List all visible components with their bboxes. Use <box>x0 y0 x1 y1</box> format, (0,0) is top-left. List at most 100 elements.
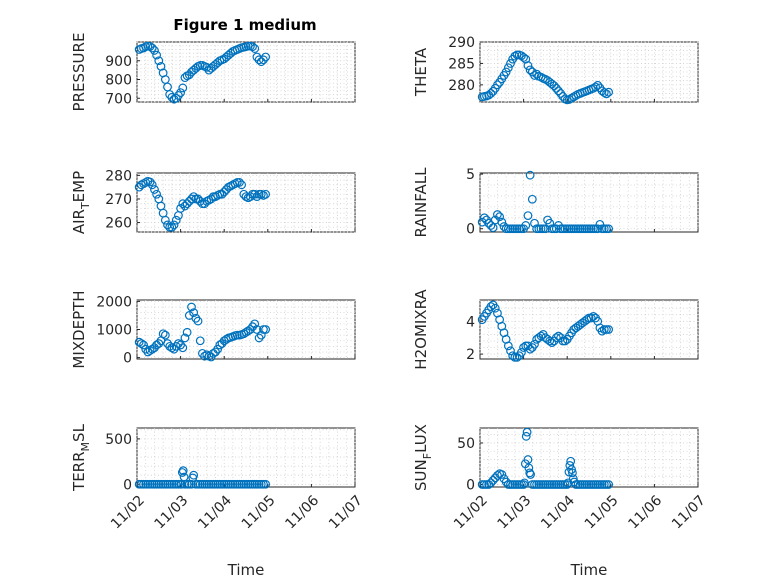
air-temp-point <box>147 180 157 190</box>
pressure-point <box>226 48 236 58</box>
mixdepth-point <box>136 339 146 348</box>
rainfall-point <box>477 217 487 227</box>
sun-flux-point <box>488 475 498 485</box>
sun-flux-point <box>564 467 574 477</box>
pressure-point <box>180 73 190 83</box>
terr-msl-ylabel-subscript: M <box>79 442 92 452</box>
theta-point <box>554 86 563 96</box>
pressure-point <box>250 44 260 53</box>
h2omixra-point <box>490 303 500 313</box>
pressure-point <box>171 93 181 103</box>
mixdepth-axes: 0 1000 2000 MIXDEPTH <box>70 290 356 369</box>
pressure-point <box>261 52 271 62</box>
theta-series <box>477 50 614 105</box>
air-temp-ytick-label: 260 <box>105 216 132 232</box>
pressure-point <box>202 62 212 72</box>
air-temp-point <box>152 189 162 199</box>
mixdepth-point <box>187 302 196 312</box>
h2omixra-point <box>503 341 513 351</box>
air-temp-point <box>167 222 177 232</box>
pressure-ytick-label: 900 <box>105 54 132 70</box>
pressure-point <box>184 70 194 80</box>
mixdepth-point <box>145 346 155 355</box>
theta-point <box>519 53 528 62</box>
mixdepth-point <box>167 343 177 353</box>
sun-flux-point <box>497 470 507 479</box>
mixdepth-point <box>200 351 209 361</box>
sun-flux-ylabel-tail: LUX <box>412 424 430 453</box>
h2omixra-point <box>486 302 496 311</box>
theta-point <box>541 74 550 84</box>
sun-flux-point <box>604 480 614 489</box>
air-temp-ylabel-tail: EMP <box>70 171 88 202</box>
pressure-point <box>139 43 148 53</box>
mixdepth-point <box>180 333 190 343</box>
rainfall-point <box>488 223 498 233</box>
pressure-point <box>147 43 157 53</box>
rainfall-point <box>527 194 537 204</box>
air-temp-point <box>176 203 186 213</box>
theta-point <box>597 86 607 96</box>
air-temp-point <box>235 178 244 187</box>
theta-point <box>551 83 561 93</box>
mixdepth-point <box>202 350 212 360</box>
sun-flux-xtick-label: 11/03 <box>495 493 535 533</box>
pressure-point <box>167 92 177 102</box>
theta-point <box>564 95 574 104</box>
mixdepth-point <box>141 344 151 354</box>
rainfall-series <box>477 170 614 234</box>
sun-flux-point <box>486 478 496 488</box>
h2omixra-point <box>554 331 563 341</box>
theta-point <box>593 80 603 90</box>
theta-point <box>604 87 614 97</box>
rainfall-plot-area <box>479 172 699 233</box>
sun-flux-xtick-label: 11/07 <box>669 493 709 533</box>
terr-msl-ylabel-main: TERR <box>70 451 88 492</box>
mixdepth-point <box>239 329 249 339</box>
mixdepth-point <box>134 337 144 347</box>
mixdepth-point <box>176 340 186 350</box>
sun-flux-ytick-label: 50 <box>457 436 475 452</box>
sun-flux-point <box>566 456 576 466</box>
h2omixra-point <box>506 346 515 356</box>
mixdepth-point <box>256 330 266 340</box>
mixdepth-point <box>165 341 175 351</box>
air-temp-point <box>193 194 203 204</box>
mixdepth-point <box>193 316 203 326</box>
mixdepth-point <box>191 313 201 323</box>
pressure-point <box>256 57 266 67</box>
theta-point <box>493 80 502 90</box>
pressure-point <box>259 55 268 65</box>
terr-msl-xtick-label: 11/04 <box>195 492 235 532</box>
theta-point <box>510 51 520 61</box>
mixdepth-ytick-label: 1000 <box>96 323 132 339</box>
terr-msl-series <box>134 466 271 489</box>
air-temp-ytick-label: 270 <box>105 192 132 208</box>
air-temp-axes: 260 270 280 AIRTEMP <box>70 168 356 234</box>
sun-flux-xtick-label: 11/04 <box>538 492 578 532</box>
rainfall-point <box>486 221 496 230</box>
sun-flux-point <box>526 470 535 479</box>
rainfall-point <box>604 224 614 234</box>
air-temp-point <box>163 220 172 230</box>
terr-msl-plot-area <box>136 427 356 488</box>
terr-msl-ytick-label: 500 <box>105 432 132 448</box>
terr-msl-xtick-label: 11/05 <box>239 493 279 533</box>
mixdepth-ytick-label: 0 <box>123 351 132 367</box>
mixdepth-series <box>134 302 271 362</box>
h2omixra-series <box>477 300 614 362</box>
h2omixra-point <box>508 351 518 361</box>
sun-flux-xtick-label: 11/06 <box>625 492 665 532</box>
mixdepth-point <box>154 339 164 348</box>
h2omixra-point <box>512 352 522 362</box>
terr-msl-xtick-label: 11/02 <box>108 493 148 533</box>
terr-msl-grid <box>136 428 356 487</box>
terr-msl-point <box>187 479 196 489</box>
mixdepth-point <box>169 344 179 354</box>
mixdepth-point <box>250 319 260 329</box>
theta-point <box>503 63 513 73</box>
rainfall-point <box>593 224 603 234</box>
mixdepth-point <box>245 325 255 334</box>
air-temp-ylabel: AIRTEMP <box>70 171 92 234</box>
